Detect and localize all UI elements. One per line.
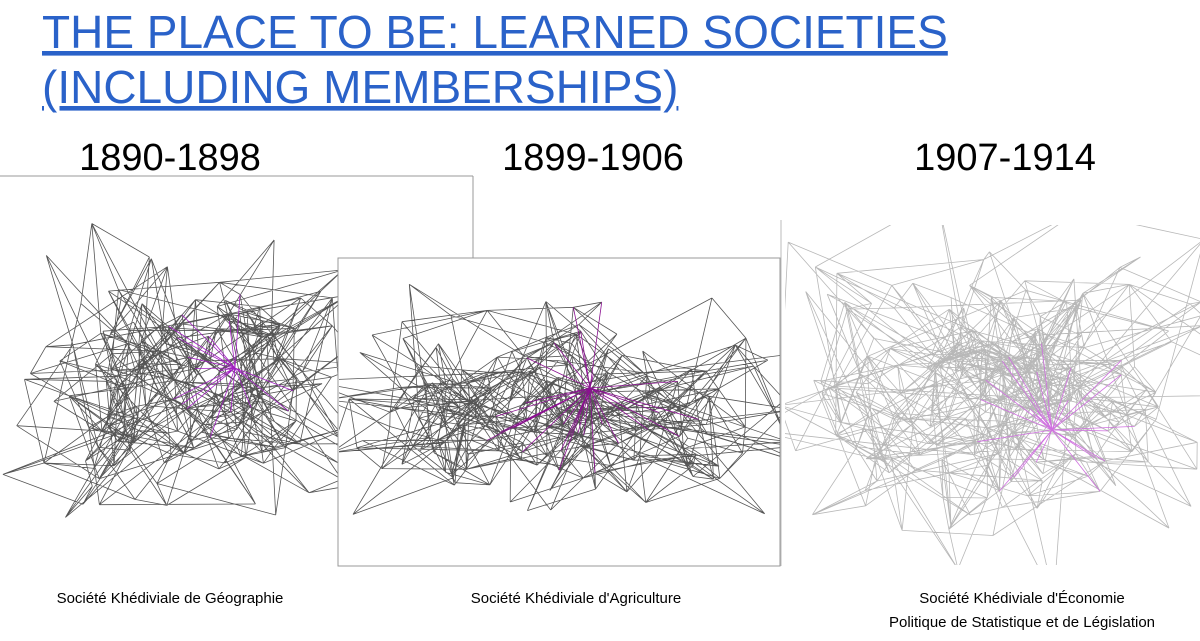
hub-edges <box>977 343 1135 492</box>
network-panel <box>339 283 780 515</box>
hub-edges <box>486 302 699 473</box>
network-edges <box>2 223 394 518</box>
caption: Société Khédiviale d'Économie <box>919 590 1125 607</box>
hub-edges <box>168 294 294 438</box>
title-line: THE PLACE TO BE: LEARNED SOCIETIES <box>42 6 948 58</box>
period-label: 1899-1906 <box>502 137 684 179</box>
caption: Société Khédiviale d'Agriculture <box>471 590 681 607</box>
period-label: 1890-1898 <box>79 137 261 179</box>
title-line: (INCLUDING MEMBERSHIPS) <box>42 61 678 113</box>
network-edges <box>339 283 780 515</box>
network-panel <box>785 225 1200 565</box>
caption: Société Khédiviale de Géographie <box>57 590 284 607</box>
network-edges <box>785 225 1200 565</box>
network-panel <box>2 223 394 518</box>
caption: Politique de Statistique et de Législati… <box>889 614 1155 631</box>
period-label: 1907-1914 <box>914 137 1096 179</box>
